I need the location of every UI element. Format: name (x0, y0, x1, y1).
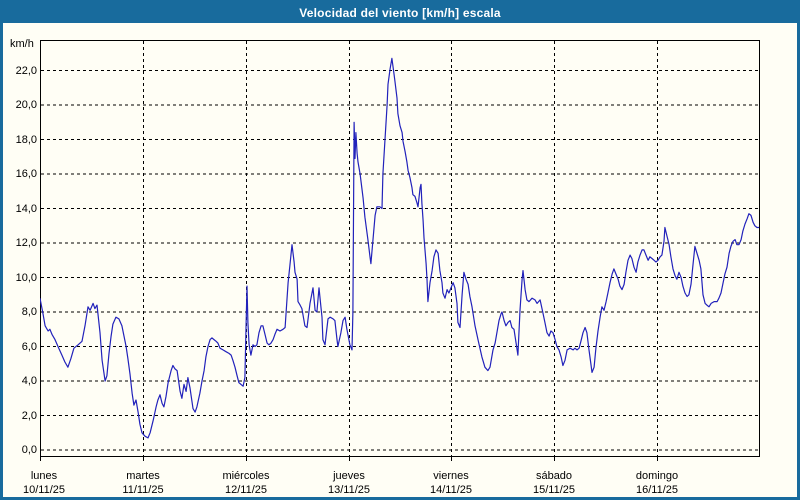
y-tick-label: 6,0 (21, 340, 37, 353)
day-name-label: martes (126, 470, 160, 482)
y-tick-label: 22,0 (15, 64, 37, 77)
day-date-label: 10/11/25 (22, 484, 65, 496)
day-name-label: viernes (433, 470, 469, 482)
y-tick-label: 8,0 (21, 306, 37, 318)
title-bar: Velocidad del viento [km/h] escala (3, 3, 797, 23)
day-date-label: 16/11/25 (635, 484, 678, 496)
day-name-label: lunes (30, 470, 58, 482)
wind-speed-line (40, 57, 760, 439)
y-tick-label: 16,0 (15, 168, 37, 180)
y-tick-label: 18,0 (15, 133, 37, 146)
window-title: Velocidad del viento [km/h] escala (299, 6, 501, 20)
day-date-label: 14/11/25 (429, 484, 472, 496)
day-date-label: 15/11/25 (532, 484, 575, 496)
day-name-label: miércoles (222, 470, 270, 482)
day-name-label: domingo (635, 470, 679, 482)
y-tick-label: 0,0 (21, 444, 37, 456)
y-tick-label: 10,0 (15, 271, 37, 284)
y-axis-tick-labels: 0,0 2,0 4,0 6,0 8,0 10,0 12,0 14,0 16,0 18,0 20,0 2… (3, 23, 37, 483)
x-axis-day-labels: lunes 10/11/25 martes 11/11/25 miércoles 12/1… (23, 470, 760, 500)
y-tick-label: 4,0 (21, 375, 37, 387)
plot-border (40, 40, 760, 457)
day-date-label: 11/11/25 (122, 484, 164, 496)
day-name-label: jueves (333, 470, 365, 482)
y-axis-unit-label: km/h (10, 38, 34, 50)
y-tick-label: 14,0 (15, 202, 37, 215)
day-date-label: 12/11/25 (224, 484, 267, 496)
y-tick-label: 12,0 (15, 237, 37, 249)
day-name-label: sábado (535, 470, 573, 482)
chart-panel: km/h 0,0 2,0 4,0 6,0 8,0 10,0 12,0 14,0 16,0 18,0… (3, 23, 797, 497)
y-tick-label: 2,0 (21, 409, 37, 422)
wind-speed-plot (40, 40, 760, 461)
day-date-label: 13/11/25 (327, 484, 370, 496)
y-tick-label: 20,0 (15, 99, 37, 111)
